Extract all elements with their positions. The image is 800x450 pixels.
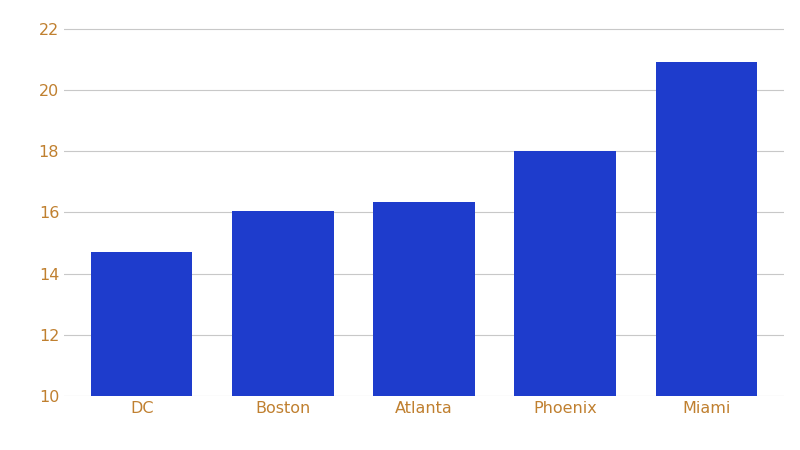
Bar xyxy=(514,151,616,396)
Bar xyxy=(655,63,757,396)
Bar xyxy=(91,252,193,396)
Bar xyxy=(232,211,334,396)
Bar xyxy=(373,202,475,396)
